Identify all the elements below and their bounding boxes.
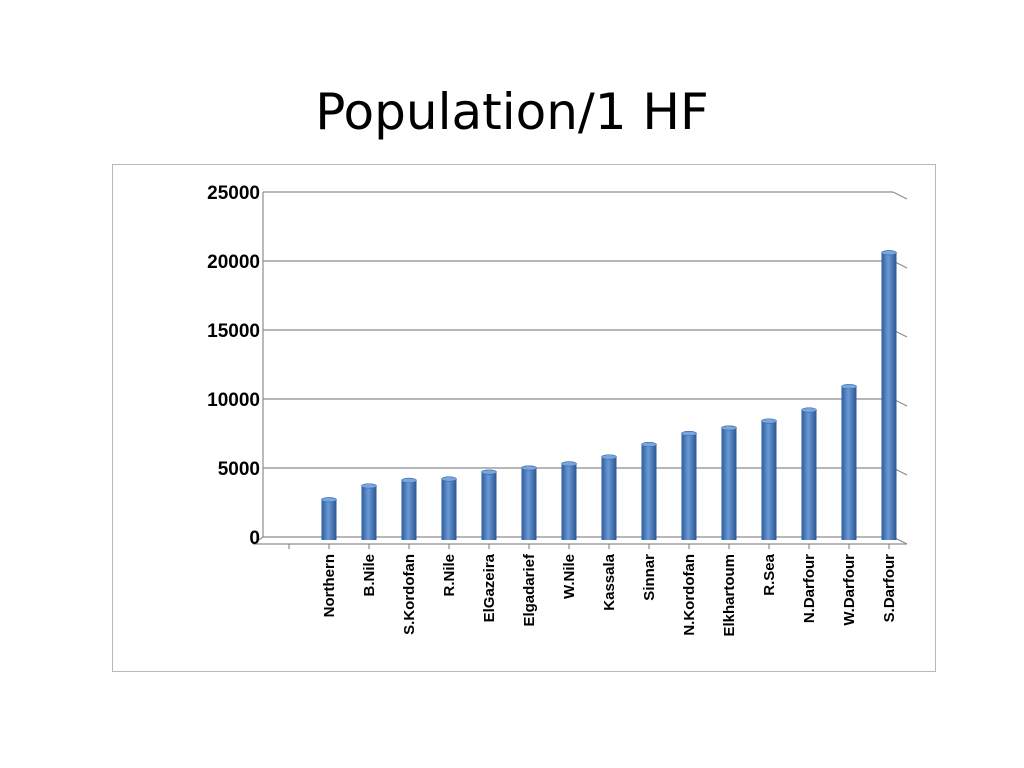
x-tick-label: S.Darfour: [881, 554, 898, 623]
x-tick-label: S.Kordofan: [401, 554, 418, 635]
x-tick-label: N.Darfour: [801, 554, 818, 623]
bar-top: [721, 425, 737, 431]
x-tick-label: R.Nile: [441, 554, 458, 597]
y-tick-label: 5000: [218, 459, 260, 480]
label-layer: 0 5000 10000 15000 20000 25000 Northern B.Nile S…: [207, 183, 898, 637]
x-tick-label: Sinnar: [641, 554, 658, 601]
bar: [681, 433, 697, 540]
bar-layer: [321, 250, 897, 540]
bar-top: [881, 250, 897, 256]
bar-top: [641, 442, 657, 448]
x-tick-label: W.Darfour: [841, 554, 858, 626]
bar-chart: 0 5000 10000 15000 20000 25000 Northern B.Nile S…: [207, 183, 908, 637]
x-tick-label: Elgadarief: [521, 553, 538, 627]
bar: [881, 252, 897, 540]
bar: [321, 499, 337, 540]
x-tick-label: N.Kordofan: [681, 554, 698, 636]
bar-top: [681, 430, 697, 436]
bar-top: [401, 477, 417, 483]
bar: [401, 480, 417, 540]
bar-top: [801, 407, 817, 413]
x-tick-label: Kassala: [601, 553, 618, 610]
bar-top: [601, 454, 617, 460]
bar: [641, 444, 657, 540]
page-title: Population/1 HF: [315, 83, 709, 141]
bar: [721, 427, 737, 540]
bar-top: [561, 461, 577, 467]
y-tick-label: 0: [249, 528, 260, 549]
x-tick-label: Elkhartoum: [721, 554, 738, 637]
y-tick-label: 10000: [207, 390, 260, 411]
x-tick-label: R.Sea: [761, 553, 778, 595]
bar: [561, 463, 577, 540]
bar-top: [441, 476, 457, 482]
bar: [481, 472, 497, 540]
bar: [761, 421, 777, 540]
bar-top: [841, 384, 857, 390]
bar-top: [521, 465, 537, 471]
bar: [801, 410, 817, 540]
bar-top: [761, 418, 777, 424]
bar-top: [361, 483, 377, 489]
y-tick-label: 20000: [207, 252, 260, 273]
x-tick-label: W.Nile: [561, 554, 578, 599]
x-tick-label: Northern: [321, 554, 338, 617]
bar: [841, 386, 857, 540]
axis-layer: [252, 192, 907, 549]
bar: [601, 456, 617, 540]
chart-frame: 0 5000 10000 15000 20000 25000 Northern B.Nile S…: [112, 164, 936, 672]
bar-top: [321, 497, 337, 503]
y-tick-label: 15000: [207, 321, 260, 342]
y-tick-label: 25000: [207, 183, 260, 204]
bar-top: [481, 469, 497, 475]
floor-left-edge: [252, 536, 264, 545]
bar: [441, 479, 457, 540]
bar: [521, 468, 537, 540]
gridline-depth: [892, 191, 908, 200]
x-tick-label: ElGazeira: [481, 553, 498, 622]
x-tick-label: B.Nile: [361, 554, 378, 597]
bar: [361, 485, 377, 540]
